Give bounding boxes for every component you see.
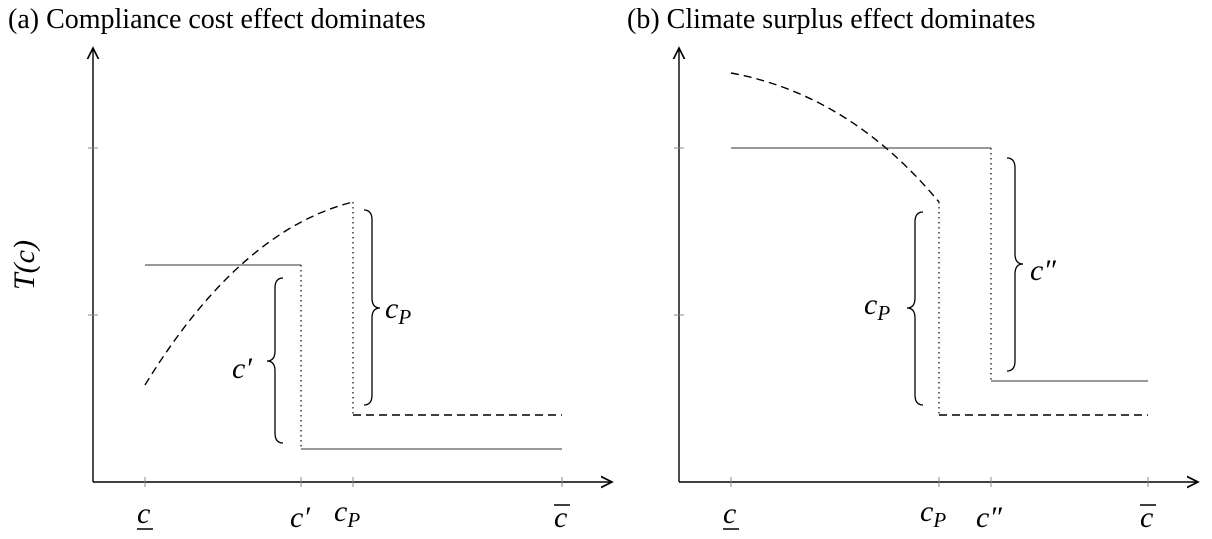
x-tick-label: c	[723, 497, 736, 530]
x-tick-label: cP	[334, 495, 360, 532]
brace	[1006, 157, 1024, 372]
brace-label: cP	[864, 288, 890, 325]
brace-label: c″	[1030, 254, 1056, 287]
panel-a: (a) Compliance cost effect dominates T(c…	[8, 4, 612, 534]
x-tick-label: cP	[920, 495, 946, 532]
brace-label: c′	[232, 352, 252, 385]
brace	[266, 277, 284, 444]
x-tick-label: c″	[976, 501, 1002, 534]
panel-b: (b) Climate surplus effect dominates cP …	[627, 4, 1198, 534]
brace-label: cP	[385, 292, 411, 329]
x-tick-label: c′	[290, 501, 310, 534]
brace	[906, 211, 924, 406]
dashed-curve	[730, 72, 940, 203]
x-tick-label: c	[1140, 501, 1153, 534]
panel-title: (a) Compliance cost effect dominates	[8, 4, 426, 35]
x-tick-label: c	[137, 497, 150, 530]
ticks	[674, 147, 1149, 487]
ticks	[88, 147, 563, 487]
brace	[363, 209, 381, 406]
dashed-curve	[144, 201, 354, 386]
y-axis-label: T(c)	[8, 240, 41, 290]
panel-title: (b) Climate surplus effect dominates	[627, 4, 1036, 35]
x-tick-label: c	[554, 501, 567, 534]
